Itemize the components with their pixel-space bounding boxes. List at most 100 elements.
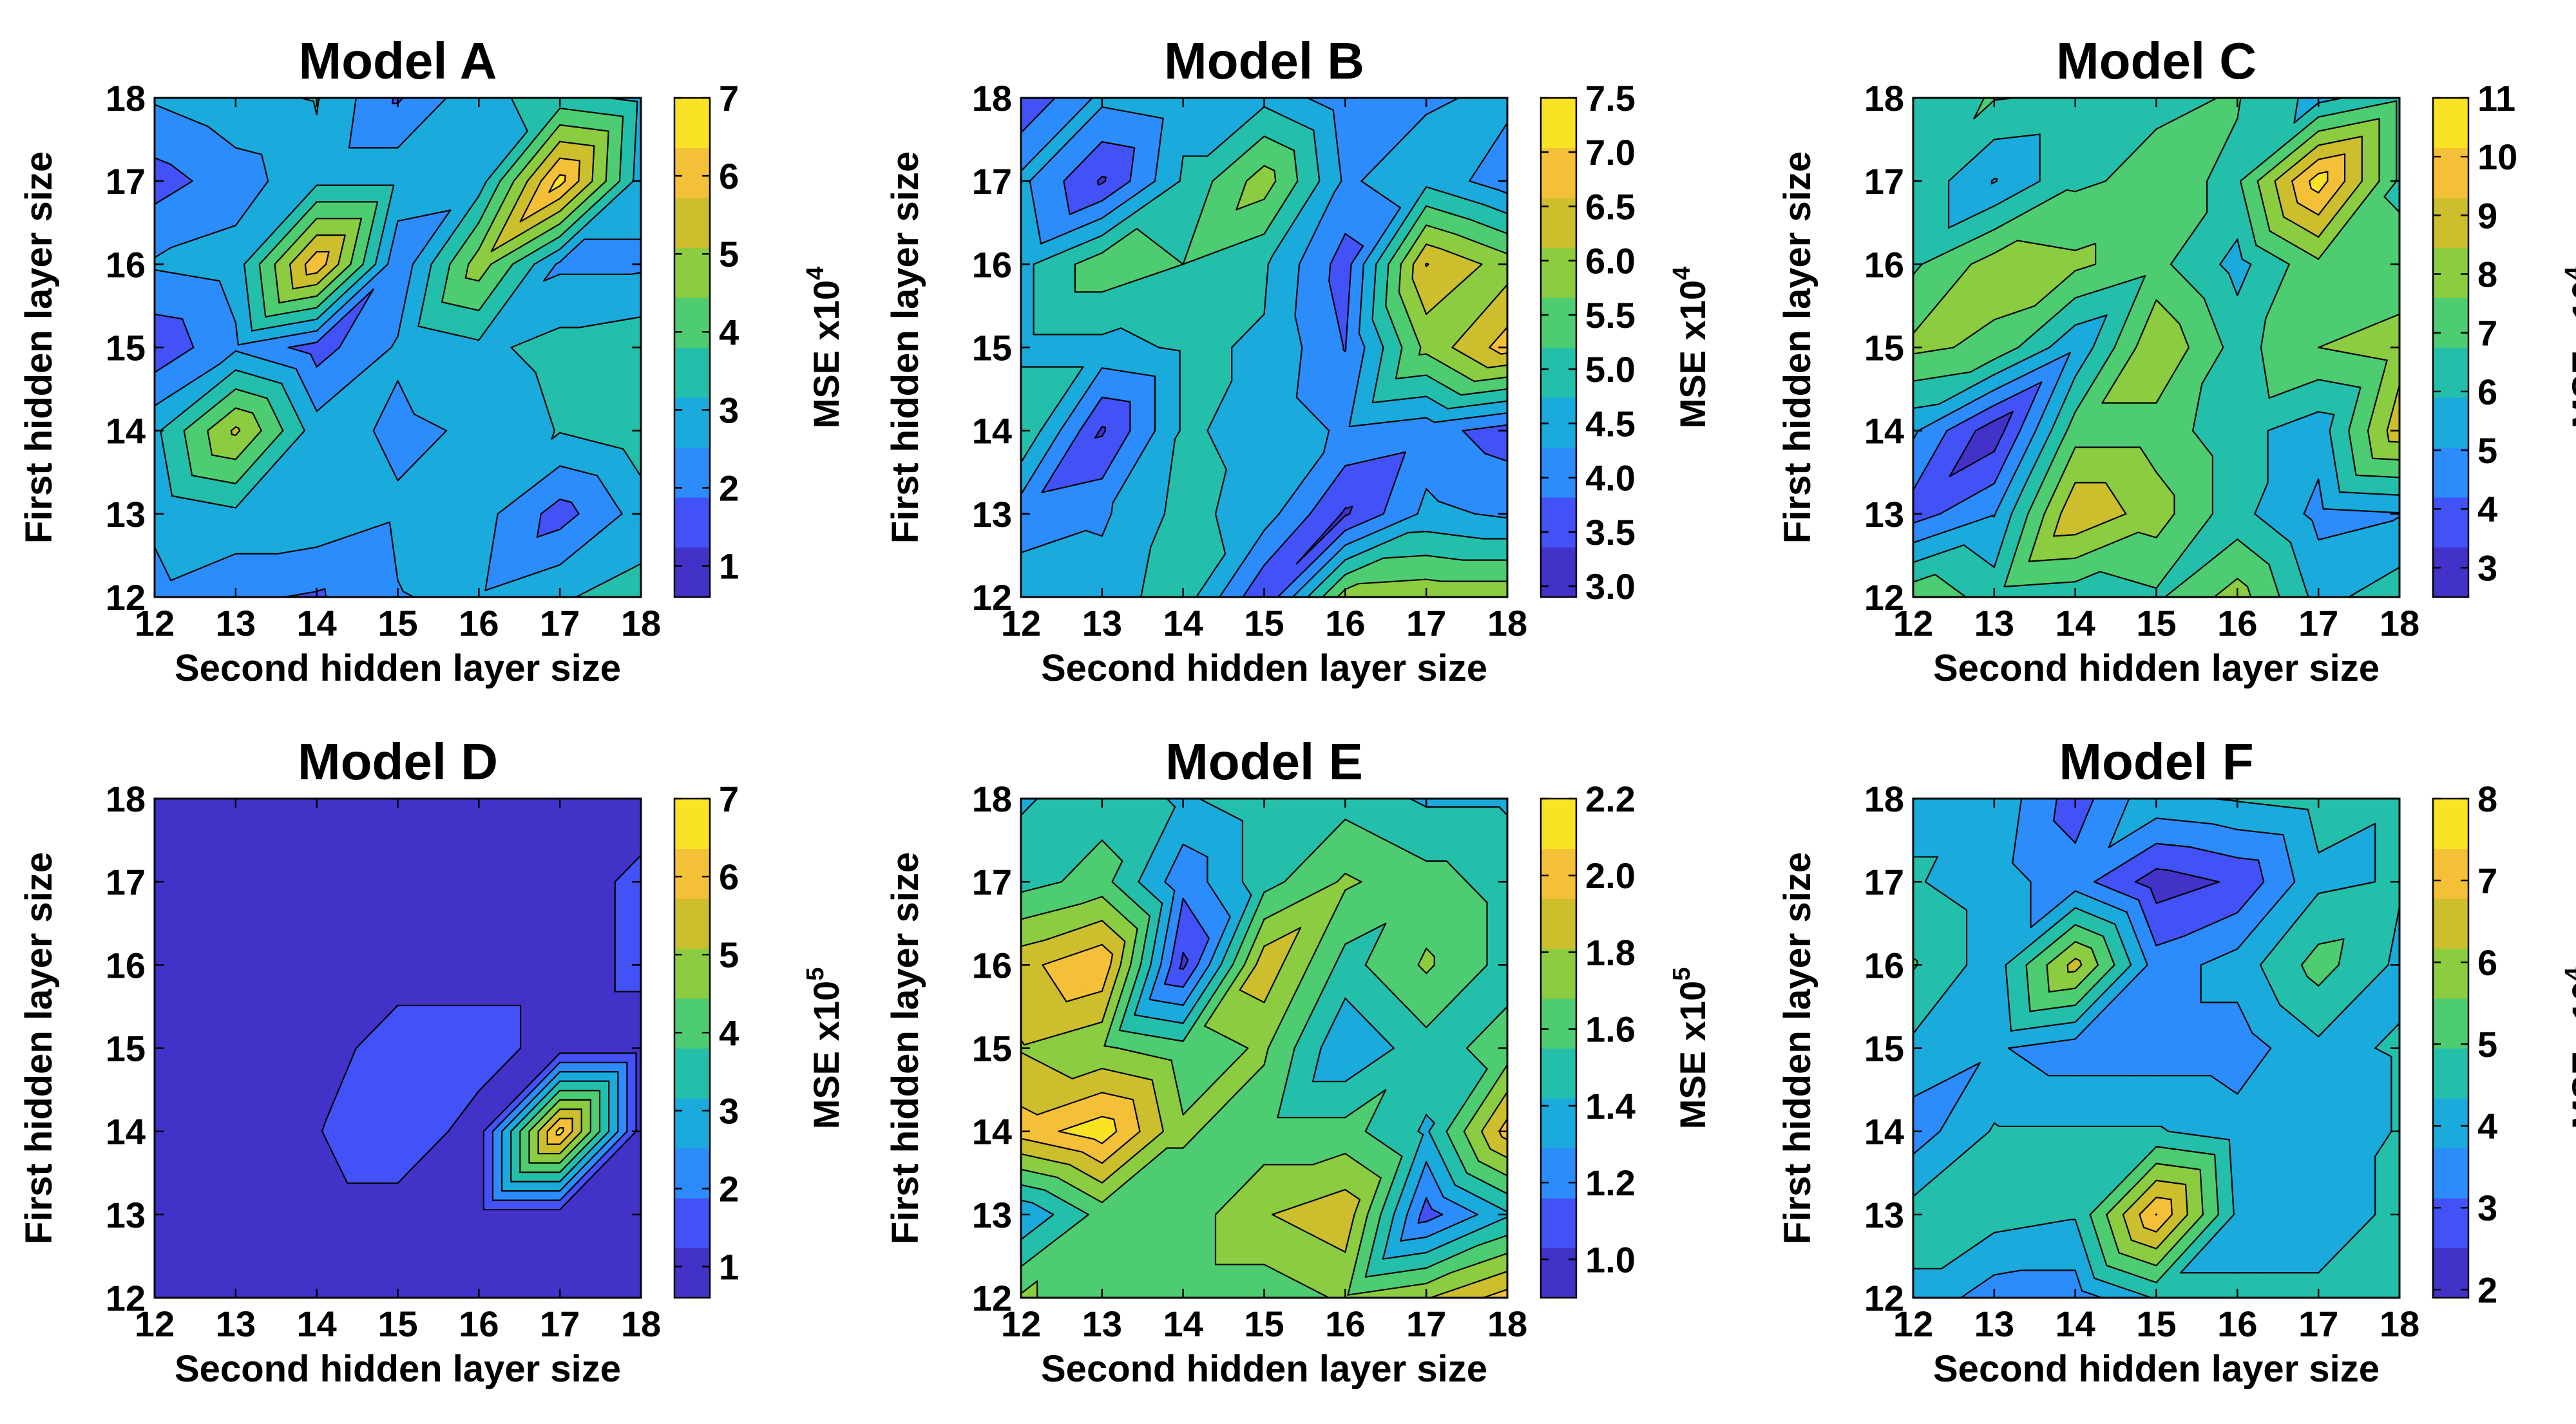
colorbar-tick-label: 1.2	[1585, 1163, 1636, 1203]
colorbar-tick-label: 7	[719, 78, 739, 119]
colorbar-tick-label: 5	[2477, 1024, 2497, 1065]
x-axis-label: Second hidden layer size	[1933, 1348, 2380, 1390]
contour-lines	[1912, 97, 2401, 598]
x-tick-label: 14	[297, 1304, 337, 1344]
x-tick-label: 15	[1244, 603, 1284, 643]
y-tick-label: 18	[972, 78, 1012, 119]
colorbar-tick-label: 2	[719, 468, 739, 508]
colorbar-tick-label: 7.0	[1585, 132, 1636, 173]
colorbar-tick-label: 4	[2477, 489, 2497, 529]
x-tick-label: 18	[1487, 1304, 1527, 1344]
x-tick-label: 12	[1001, 603, 1041, 643]
y-tick-label: 14	[972, 411, 1012, 451]
x-tick-label: 14	[2056, 1304, 2095, 1344]
y-tick-label: 15	[972, 328, 1012, 368]
x-tick-label: 15	[2136, 603, 2176, 643]
colorbar-tick-label: 7	[2477, 860, 2497, 901]
colorbar-tick-label: 2.2	[1585, 779, 1636, 819]
contour-fills	[1020, 798, 1508, 1298]
colorbar-tick-label: 1.6	[1585, 1009, 1636, 1050]
y-tick-label: 17	[106, 161, 146, 202]
colorbar-tick-label: 6.0	[1585, 241, 1636, 281]
y-tick-label: 13	[106, 1195, 146, 1235]
contour-fills	[1913, 798, 2400, 1298]
colorbar-tick-label: 3.5	[1585, 512, 1636, 553]
colorbar-tick-label: 5	[2477, 430, 2497, 471]
y-tick-label: 16	[106, 945, 146, 985]
x-axis-label: Second hidden layer size	[175, 647, 621, 689]
colorbar-tick-label: 7	[2477, 313, 2497, 354]
colorbar-tick-label: 6.5	[1585, 186, 1636, 227]
x-tick-label: 13	[216, 603, 256, 643]
x-tick-label: 13	[1082, 603, 1122, 643]
y-tick-label: 18	[1864, 779, 1904, 819]
x-tick-label: 16	[1325, 1304, 1365, 1344]
colorbar-tick-label: 9	[2477, 195, 2497, 236]
y-tick-label: 12	[1864, 1278, 1904, 1318]
x-axis-label: Second hidden layer size	[1933, 647, 2380, 689]
x-tick-label: 13	[1082, 1304, 1122, 1344]
x-tick-label: 15	[377, 603, 417, 643]
colorbar-tick-label: 2	[2477, 1269, 2497, 1310]
colorbar-tick-label: 5.5	[1585, 295, 1636, 336]
y-tick-label: 13	[1864, 494, 1904, 535]
y-tick-label: 14	[106, 1112, 146, 1152]
y-tick-label: 16	[972, 945, 1012, 985]
y-tick-label: 12	[106, 577, 146, 618]
colorbar: 3.0 3.5 4.0 4.5 5.0 5.5 6.0 6.5 7.0 7.5 MSE x104	[1540, 78, 1713, 607]
y-tick-label: 16	[1864, 244, 1904, 285]
x-tick-label: 18	[621, 603, 661, 643]
colorbar: 2 3 4 5 6 7 8 MSE x104	[2432, 779, 2576, 1310]
contour-fills	[1020, 97, 1508, 598]
x-tick-label: 17	[540, 1304, 580, 1344]
colorbar-tick-label: 4.5	[1585, 403, 1636, 444]
y-tick-label: 15	[1864, 328, 1904, 368]
x-tick-label: 12	[1893, 603, 1933, 643]
y-tick-label: 17	[972, 161, 1012, 202]
y-tick-label: 14	[106, 411, 146, 451]
y-axis-label: First hidden layer size	[884, 852, 926, 1244]
y-tick-label: 18	[106, 78, 146, 119]
colorbar: 1.0 1.2 1.4 1.6 1.8 2.0 2.2 MSE x105	[1540, 779, 1713, 1299]
x-tick-label: 14	[2056, 603, 2095, 643]
colorbar-tick-label: 4	[2477, 1106, 2497, 1146]
chart-title: Model C	[2056, 32, 2256, 90]
chart-panel-6: 12 13 14 15 16 17 18 12 13 14 15 16 17 18 Model F Secon…	[1777, 733, 2576, 1390]
y-tick-label: 15	[106, 1029, 146, 1069]
colorbar-tick-label: 6	[2477, 942, 2497, 983]
colorbar-tick-label: 1	[719, 1247, 739, 1287]
x-tick-label: 16	[1325, 603, 1365, 643]
y-tick-label: 12	[972, 577, 1012, 618]
colorbar-tick-label: 10	[2477, 137, 2517, 177]
y-axis-label: First hidden layer size	[1777, 852, 1818, 1244]
contour-fills	[1913, 97, 2400, 598]
colorbar-tick-label: 4	[719, 312, 739, 352]
y-tick-label: 14	[1864, 1112, 1904, 1152]
y-axis-label: First hidden layer size	[18, 852, 60, 1244]
colorbar-tick-label: 5.0	[1585, 349, 1636, 390]
colorbar-tick-label: 2.0	[1585, 855, 1636, 896]
colorbar-tick-label: 7.5	[1585, 78, 1636, 119]
x-tick-label: 18	[2380, 603, 2419, 643]
chart-title: Model A	[298, 32, 497, 90]
colorbar-tick-label: 5	[719, 234, 739, 274]
x-tick-label: 17	[540, 603, 580, 643]
x-tick-label: 12	[1001, 1304, 1041, 1344]
x-tick-label: 17	[2298, 1304, 2338, 1344]
chart-title: Model B	[1164, 32, 1364, 90]
y-tick-label: 17	[1864, 862, 1904, 902]
x-tick-label: 18	[2380, 1304, 2419, 1344]
colorbar: 3 4 5 6 7 8 9 10 11 MSE x104	[2432, 78, 2576, 598]
colorbar-tick-label: 3.0	[1585, 566, 1636, 607]
y-tick-label: 13	[972, 1195, 1012, 1235]
x-tick-label: 16	[459, 1304, 499, 1344]
y-tick-label: 13	[1864, 1195, 1904, 1235]
colorbar-label: MSE x104	[802, 267, 846, 428]
colorbar-tick-label: 3	[719, 390, 739, 430]
y-tick-label: 18	[1864, 78, 1904, 119]
colorbar-label: MSE x105	[802, 967, 846, 1129]
x-tick-label: 17	[2298, 603, 2338, 643]
contour-lines	[1020, 97, 1509, 598]
x-tick-label: 13	[1974, 603, 2014, 643]
